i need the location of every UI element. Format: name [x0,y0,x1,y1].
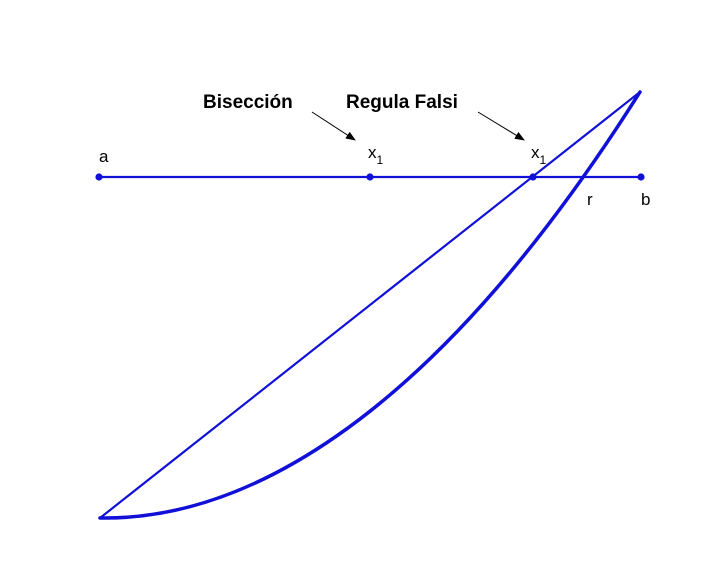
x1-bisection-subscript: 1 [377,153,384,167]
point-a-label: a [99,147,109,166]
point-r-label: r [587,190,593,209]
x1-regula-falsi-subscript: 1 [540,153,547,167]
point-b-marker [637,173,645,181]
regula-falsi-arrow [477,111,525,141]
point-x1-regula-falsi-marker [529,173,537,181]
bisection-arrow [311,111,356,141]
secant-chord-line [99,91,641,519]
function-curve [98,90,642,520]
point-b-label: b [641,190,650,209]
point-x1-bisection-marker [366,173,374,181]
point-x1-regula-falsi-label: x1 [531,143,547,167]
x1-bisection-main: x [368,143,377,162]
x1-regula-falsi-main: x [531,143,540,162]
regula-falsi-label: Regula Falsi [346,92,458,113]
point-a-marker [95,173,103,181]
bisection-label: Bisección [203,92,293,113]
point-x1-bisection-label: x1 [368,143,384,167]
